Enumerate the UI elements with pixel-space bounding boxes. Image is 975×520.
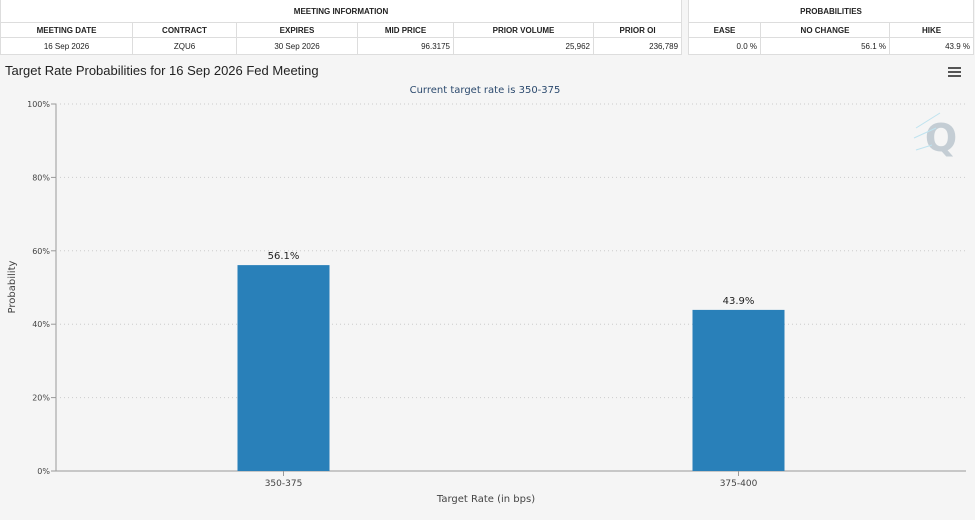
bar-350-375[interactable] <box>237 265 330 471</box>
cell-no-change: 56.1 % <box>760 37 890 55</box>
cell-meeting-date: 16 Sep 2026 <box>0 37 133 55</box>
cell-prior-oi: 236,789 <box>592 37 683 55</box>
y-tick-label: 20% <box>32 394 50 403</box>
chart-title: Target Rate Probabilities for 16 Sep 202… <box>5 63 319 78</box>
probabilities-table: PROBABILITIES EASE NO CHANGE HIKE 0.0 % … <box>687 0 975 55</box>
hamburger-menu-icon[interactable] <box>948 67 961 79</box>
col-header-contract: CONTRACT <box>132 22 237 38</box>
col-header-mid-price: MID PRICE <box>357 22 454 38</box>
data-label: 43.9% <box>723 296 755 307</box>
cell-mid-price: 96.3175 <box>357 37 454 55</box>
cell-prior-volume: 25,962 <box>453 37 594 55</box>
chart-subtitle: Current target rate is 350-375 <box>410 85 561 96</box>
col-header-hike: HIKE <box>888 22 975 38</box>
bar-375-400[interactable] <box>692 309 785 471</box>
y-tick-label: 0% <box>37 467 50 476</box>
probabilities-title: PROBABILITIES <box>687 0 975 23</box>
y-tick-label: 40% <box>32 320 50 329</box>
svg-text:Q: Q <box>925 116 957 160</box>
x-tick-label: 375-400 <box>720 479 758 489</box>
y-tick-label: 100% <box>27 100 50 109</box>
x-axis-label: Target Rate (in bps) <box>436 494 535 505</box>
y-tick-label: 60% <box>32 247 50 256</box>
x-tick-label: 350-375 <box>265 479 303 489</box>
data-label: 56.1% <box>268 251 300 262</box>
y-axis-label: Probability <box>7 260 18 313</box>
cell-hike: 43.9 % <box>888 37 975 55</box>
col-header-meeting-date: MEETING DATE <box>0 22 133 38</box>
cme-q-logo-icon: Q <box>913 112 957 160</box>
cell-ease: 0.0 % <box>688 37 761 55</box>
col-header-expires: EXPIRES <box>236 22 358 38</box>
meeting-info-table: MEETING INFORMATION MEETING DATE CONTRAC… <box>0 0 683 55</box>
cell-contract: ZQU6 <box>132 37 237 55</box>
col-header-ease: EASE <box>688 22 761 38</box>
col-header-prior-volume: PRIOR VOLUME <box>453 22 594 38</box>
col-header-prior-oi: PRIOR OI <box>592 22 683 38</box>
y-tick-label: 80% <box>32 173 50 182</box>
